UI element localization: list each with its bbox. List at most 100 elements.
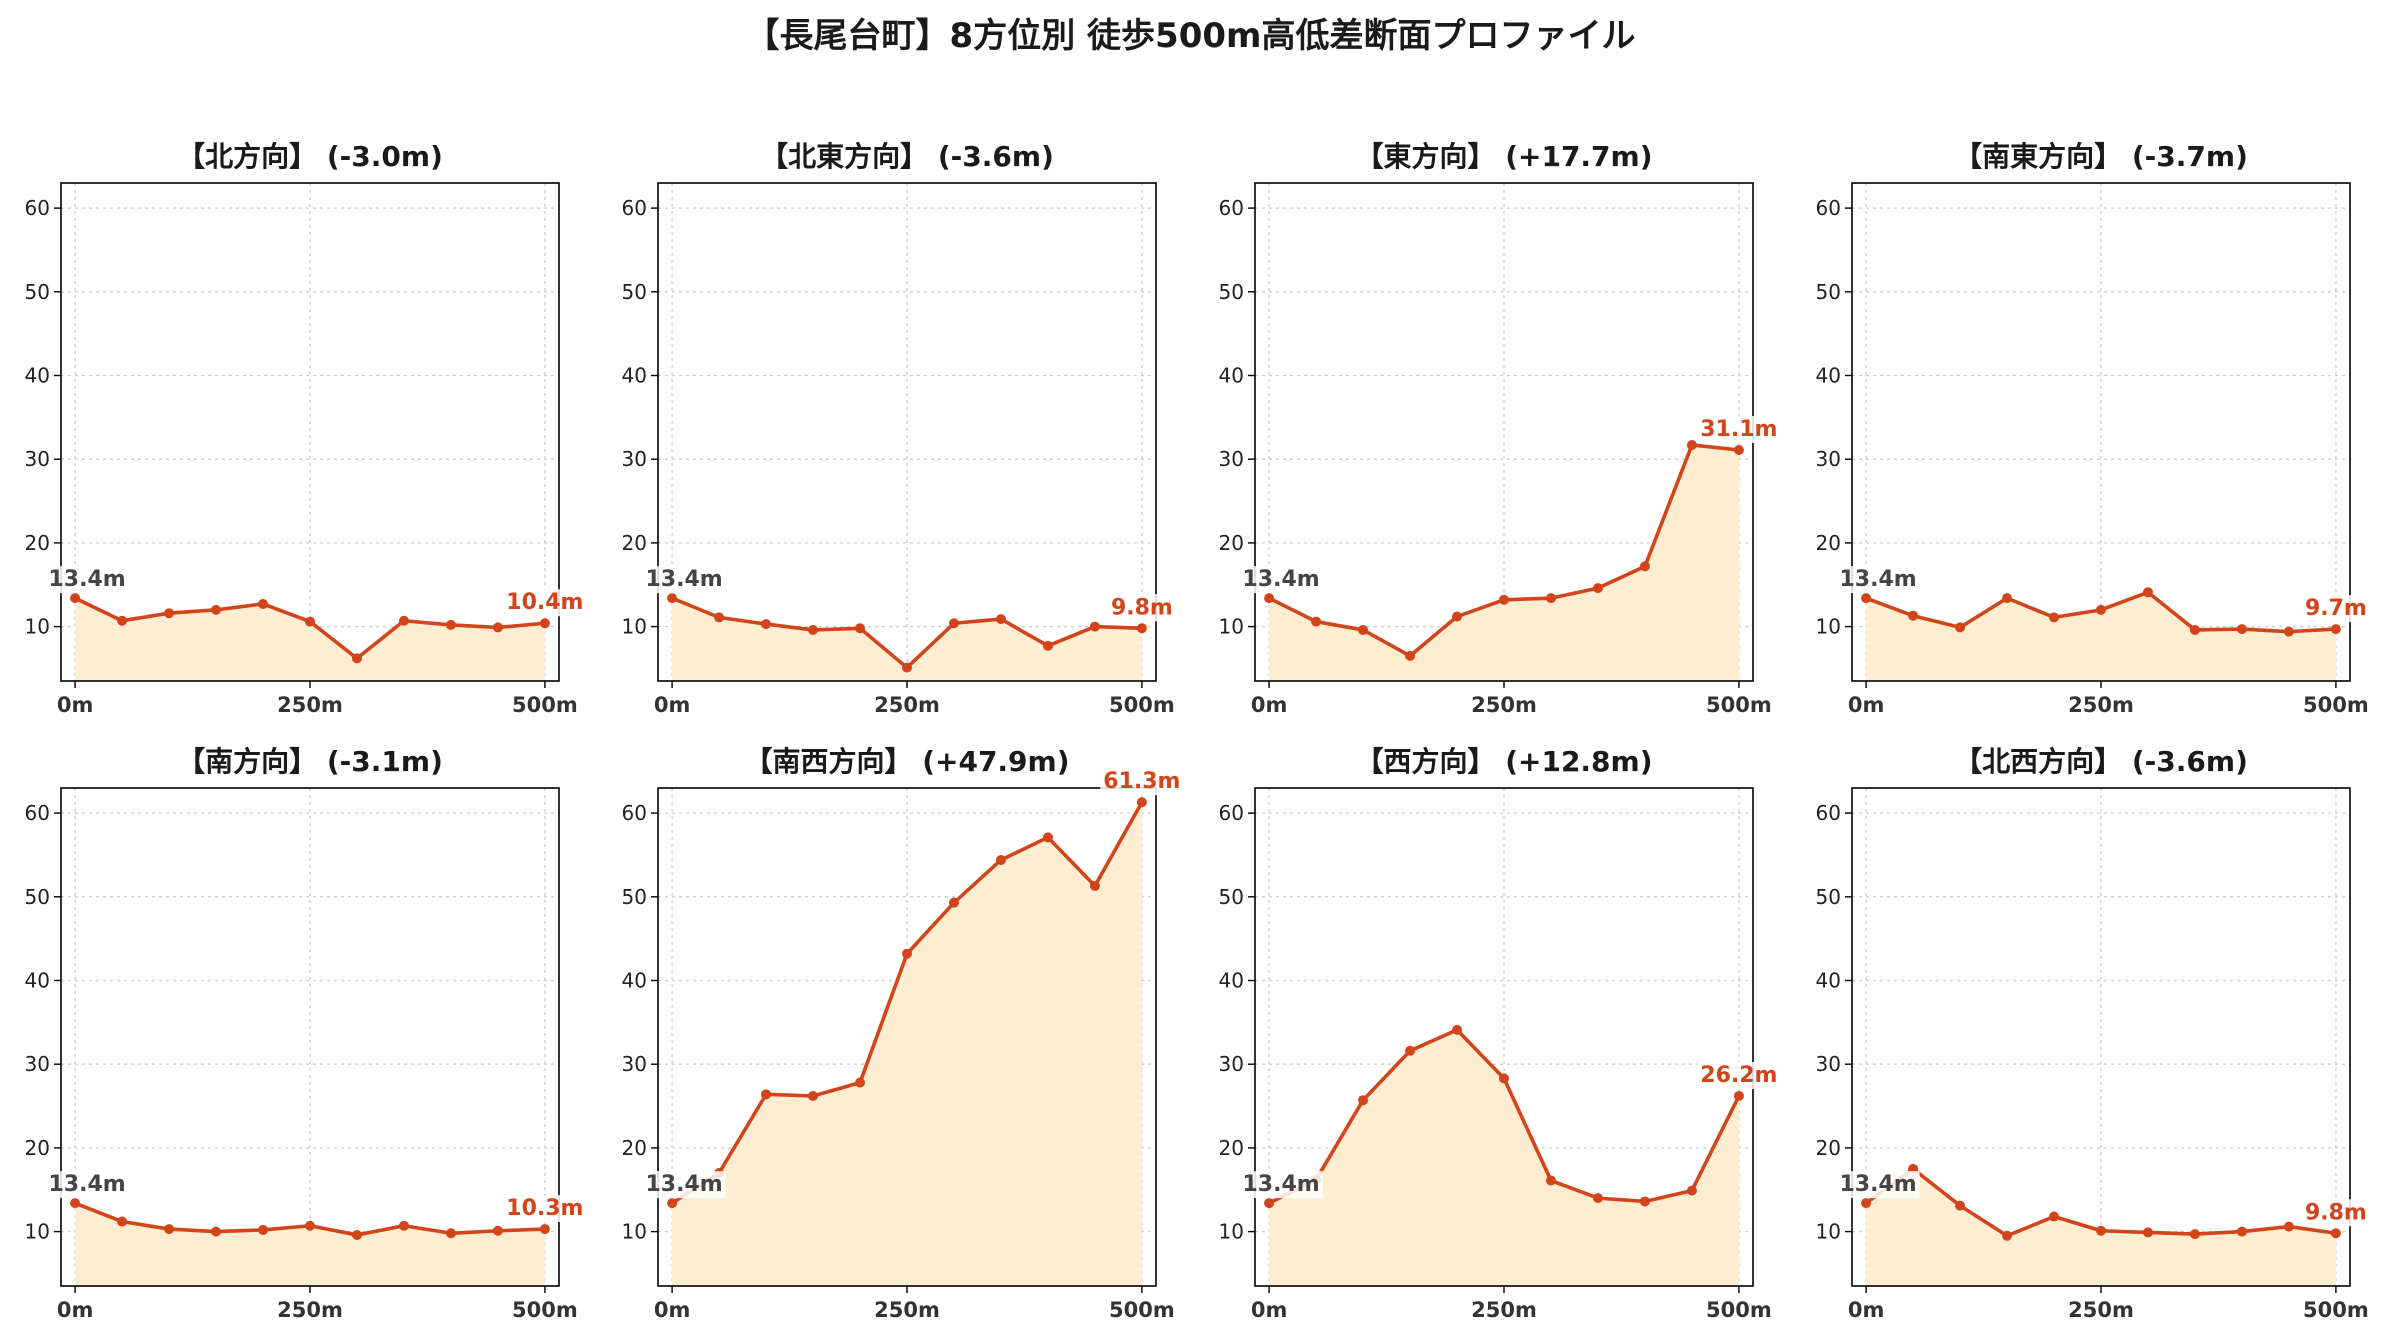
subplot-2: 【北東方向】 (-3.6m) 10 20 30 40 50 60 0m 250m 500m 13.4… [622,140,1176,717]
y-tick-label: 60 [1816,801,1841,825]
data-point [808,1091,819,1102]
start-label-background [1239,1171,1323,1199]
end-elevation-label: 26.2m [1700,1063,1777,1088]
end-label-background [1697,415,1781,443]
y-tick-label: 40 [622,364,647,388]
data-point [1089,621,1100,632]
subplot-title: 【南西方向】 (+47.9m) [744,745,1069,778]
y-tick-label: 40 [1816,364,1841,388]
start-elevation-label: 13.4m [645,567,722,592]
data-point [667,1198,678,1209]
start-label-background [642,1171,726,1199]
y-tick-label: 30 [622,1052,647,1076]
data-point [492,1225,503,1236]
data-point [1545,1175,1556,1186]
data-point [164,608,175,619]
x-tick-label: 0m [1848,1298,1885,1322]
data-point [445,619,456,630]
y-tick-label: 30 [25,447,50,471]
x-tick-label: 500m [512,1298,578,1322]
y-tick-label: 40 [25,969,50,993]
data-point [539,1224,550,1235]
end-elevation-label: 10.3m [506,1196,583,1221]
start-label-background [1836,1171,1920,1199]
data-point [1499,1073,1509,1084]
start-elevation-label: 13.4m [645,1172,722,1197]
y-tick-label: 20 [1816,531,1841,555]
data-point [1639,561,1650,572]
data-point [351,1229,362,1240]
data-point [808,624,819,635]
data-point [1639,1196,1650,1207]
data-point [1042,640,1053,651]
x-tick-label: 250m [277,1298,343,1322]
y-tick-label: 30 [1219,447,1244,471]
data-point [117,1216,128,1227]
data-point [2002,593,2013,604]
y-tick-label: 20 [622,1136,647,1160]
area-fill [672,598,1142,681]
x-tick-label: 500m [1706,1298,1772,1322]
data-point [855,623,866,634]
end-elevation-label: 9.8m [2305,1200,2367,1225]
x-tick-label: 250m [874,1298,940,1322]
y-tick-label: 60 [1816,196,1841,220]
data-point [2236,624,2247,635]
subplot-1: 【北方向】 (-3.0m) 10 20 30 40 50 60 0m 250m 500m 13.4m… [25,140,587,717]
data-point [1311,616,1322,627]
data-point [2002,1230,2013,1241]
data-point [351,653,362,664]
y-tick-label: 50 [1816,885,1841,909]
data-point [902,662,912,673]
y-tick-label: 20 [1219,1136,1244,1160]
data-point [855,1077,866,1088]
data-point [70,1198,81,1209]
y-tick-label: 20 [25,1136,50,1160]
y-tick-label: 20 [622,531,647,555]
data-point [2189,624,2200,635]
start-elevation-label: 13.4m [1839,1172,1916,1197]
start-label-background [642,566,726,594]
data-point [902,948,912,959]
start-label-background [45,566,129,594]
data-point [2236,1226,2247,1237]
data-point [1452,1024,1463,1035]
data-point [492,622,503,633]
data-point [1955,1200,1966,1211]
subplot-title: 【北方向】 (-3.0m) [177,140,443,173]
data-point [398,1220,409,1231]
y-tick-label: 10 [25,1220,50,1244]
end-label-background [2301,595,2370,623]
y-tick-label: 30 [1816,447,1841,471]
data-point [1136,797,1147,808]
y-tick-label: 60 [622,801,647,825]
data-point [1955,622,1966,633]
x-tick-label: 0m [654,693,691,717]
data-point [2049,1211,2060,1222]
data-point [258,598,269,609]
end-elevation-label: 61.3m [1103,769,1180,794]
y-tick-label: 40 [1816,969,1841,993]
data-point [1042,832,1053,843]
data-point [1592,583,1603,594]
data-point [2096,604,2106,615]
y-tick-label: 50 [622,885,647,909]
x-tick-label: 0m [1848,693,1885,717]
start-label-background [1239,566,1323,594]
data-point [305,616,315,627]
x-tick-label: 0m [654,1298,691,1322]
y-tick-label: 30 [25,1052,50,1076]
data-point [305,1220,315,1231]
end-label-background [503,589,587,617]
end-elevation-label: 9.7m [2305,596,2367,621]
data-point [995,614,1006,625]
x-tick-label: 500m [512,693,578,717]
data-point [714,612,725,623]
data-point [1592,1193,1603,1204]
area-fill [1269,1029,1739,1286]
x-tick-label: 0m [1251,1298,1288,1322]
x-tick-label: 0m [1251,693,1288,717]
subplot-6: 【南西方向】 (+47.9m) 10 20 30 40 50 60 0m 250m 500m 13.… [622,745,1184,1322]
data-point [1499,594,1509,605]
